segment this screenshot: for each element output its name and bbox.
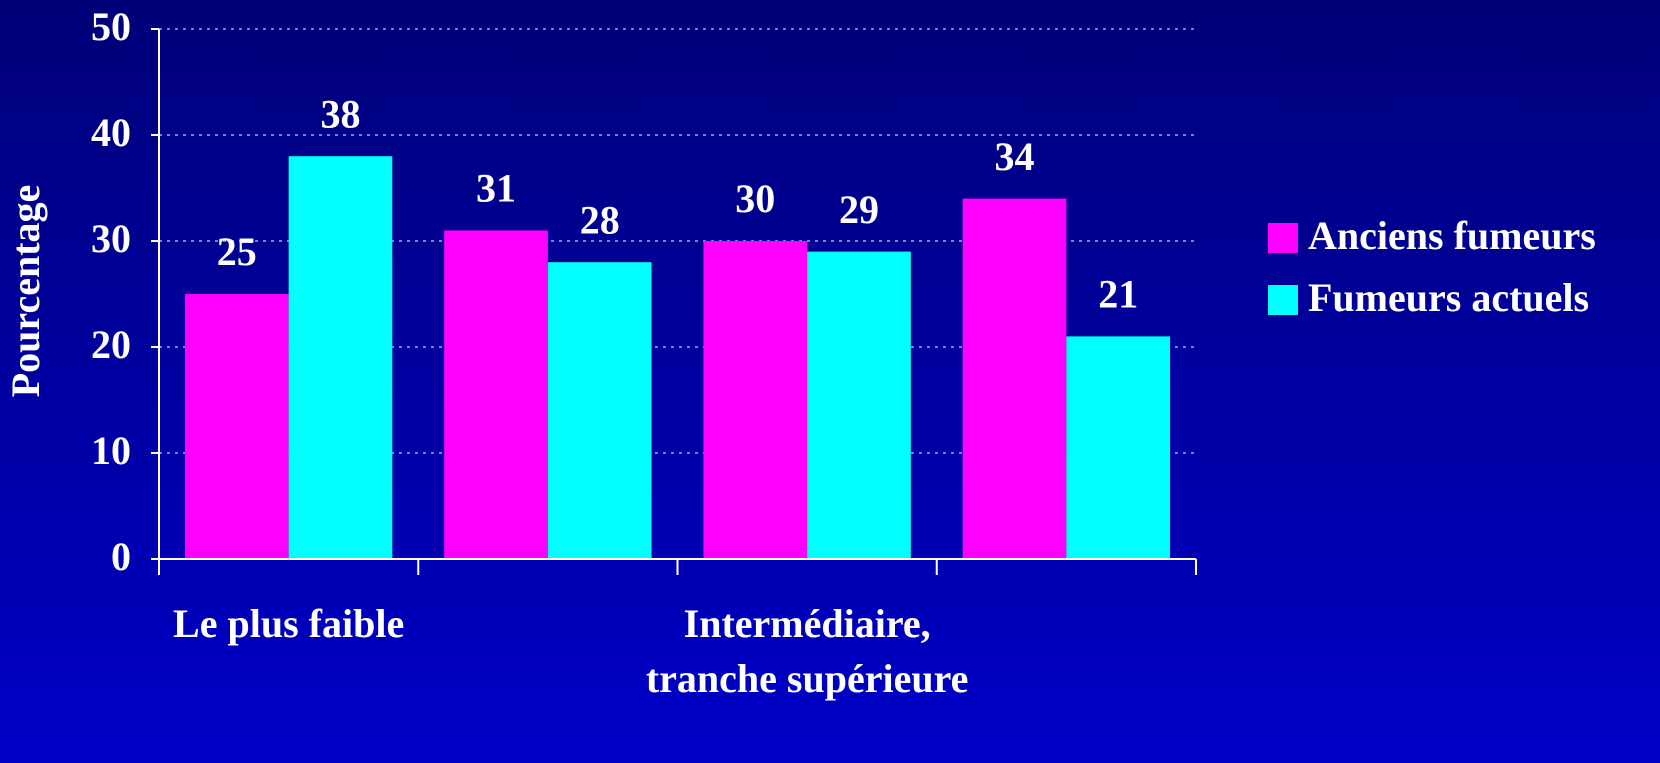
data-label: 30 <box>735 176 775 221</box>
bar <box>703 241 808 559</box>
data-label: 21 <box>1098 272 1138 317</box>
y-tick-label: 30 <box>91 216 131 261</box>
data-label: 38 <box>320 91 360 136</box>
y-tick-label: 10 <box>91 428 131 473</box>
bar <box>444 230 548 559</box>
legend-swatch <box>1268 285 1298 315</box>
legend-label: Fumeurs actuels <box>1308 275 1589 320</box>
y-tick-label: 0 <box>111 534 131 579</box>
y-tick-label: 50 <box>91 4 131 49</box>
y-axis-label: Pourcentage <box>3 185 48 398</box>
bar <box>184 294 289 559</box>
bar <box>962 198 1067 559</box>
y-tick-label: 20 <box>91 322 131 367</box>
x-tick-label: Intermédiaire, tranche supérieure <box>646 601 969 701</box>
bar <box>807 251 911 559</box>
legend-swatch <box>1268 223 1298 253</box>
data-label: 25 <box>217 229 257 274</box>
bar <box>1066 336 1171 559</box>
data-label: 31 <box>476 166 516 211</box>
data-label: 28 <box>580 197 620 242</box>
bar <box>547 262 652 559</box>
y-tick-label: 40 <box>91 110 131 155</box>
data-label: 34 <box>995 134 1035 179</box>
bar <box>288 156 393 559</box>
data-label: 29 <box>839 187 879 232</box>
legend-label: Anciens fumeurs <box>1308 213 1596 258</box>
x-tick-label: Le plus faible <box>173 601 404 646</box>
